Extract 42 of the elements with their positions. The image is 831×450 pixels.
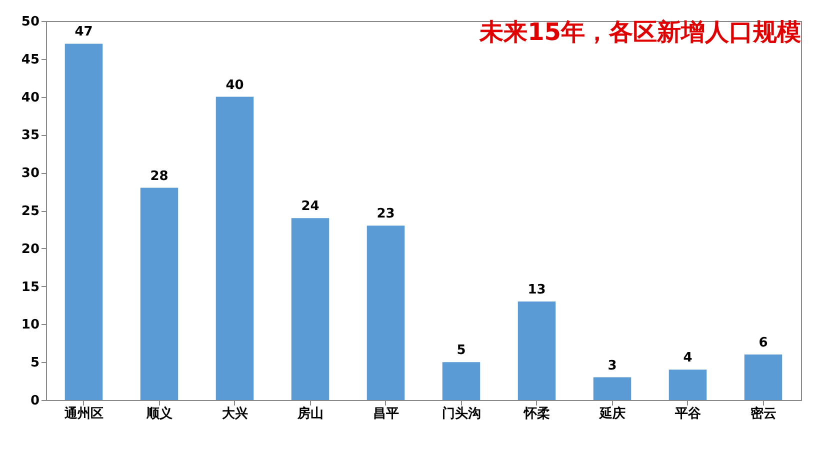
bar	[216, 96, 254, 400]
data-label: 4	[683, 350, 692, 366]
data-label: 3	[608, 358, 617, 374]
bar	[366, 226, 405, 400]
chart-title: 未来15年，各区新增人口规模	[478, 18, 801, 46]
bar	[668, 370, 707, 400]
y-tick-label: 50	[21, 14, 40, 30]
y-tick-label: 35	[21, 128, 40, 144]
y-tick-label: 20	[21, 242, 40, 257]
x-tick-label: 延庆	[598, 406, 626, 422]
bar	[593, 377, 632, 400]
y-tick-label: 10	[21, 318, 40, 333]
y-tick-label: 45	[21, 52, 40, 68]
x-tick-label: 怀柔	[522, 406, 550, 422]
bar	[518, 301, 556, 400]
data-label: 23	[376, 206, 395, 222]
data-label: 6	[758, 336, 768, 351]
bar	[140, 188, 178, 400]
x-tick-label: 大兴	[222, 406, 248, 422]
y-tick-label: 0	[30, 394, 40, 408]
bar	[64, 44, 103, 400]
x-tick-label: 房山	[296, 406, 324, 422]
data-label: 28	[150, 168, 168, 184]
y-tick-label: 15	[21, 280, 40, 295]
x-tick-label: 通州区	[63, 406, 104, 422]
bar	[744, 354, 782, 400]
x-tick-label: 昌平	[372, 406, 399, 422]
x-tick-label: 门头沟	[442, 406, 481, 422]
y-tick-label: 5	[30, 356, 40, 371]
y-tick-label: 25	[21, 204, 40, 219]
y-tick-label: 40	[21, 90, 40, 106]
x-tick-label: 平谷	[674, 406, 702, 422]
data-label: 5	[456, 343, 466, 358]
bar	[291, 218, 330, 400]
x-tick-label: 密云	[750, 406, 776, 422]
data-label: 47	[74, 24, 93, 40]
bar	[442, 362, 480, 400]
data-label: 24	[301, 199, 320, 214]
data-label: 40	[226, 78, 244, 93]
x-tick-label: 顺义	[145, 406, 174, 422]
data-label: 13	[528, 282, 546, 298]
y-tick-label: 30	[21, 166, 40, 182]
